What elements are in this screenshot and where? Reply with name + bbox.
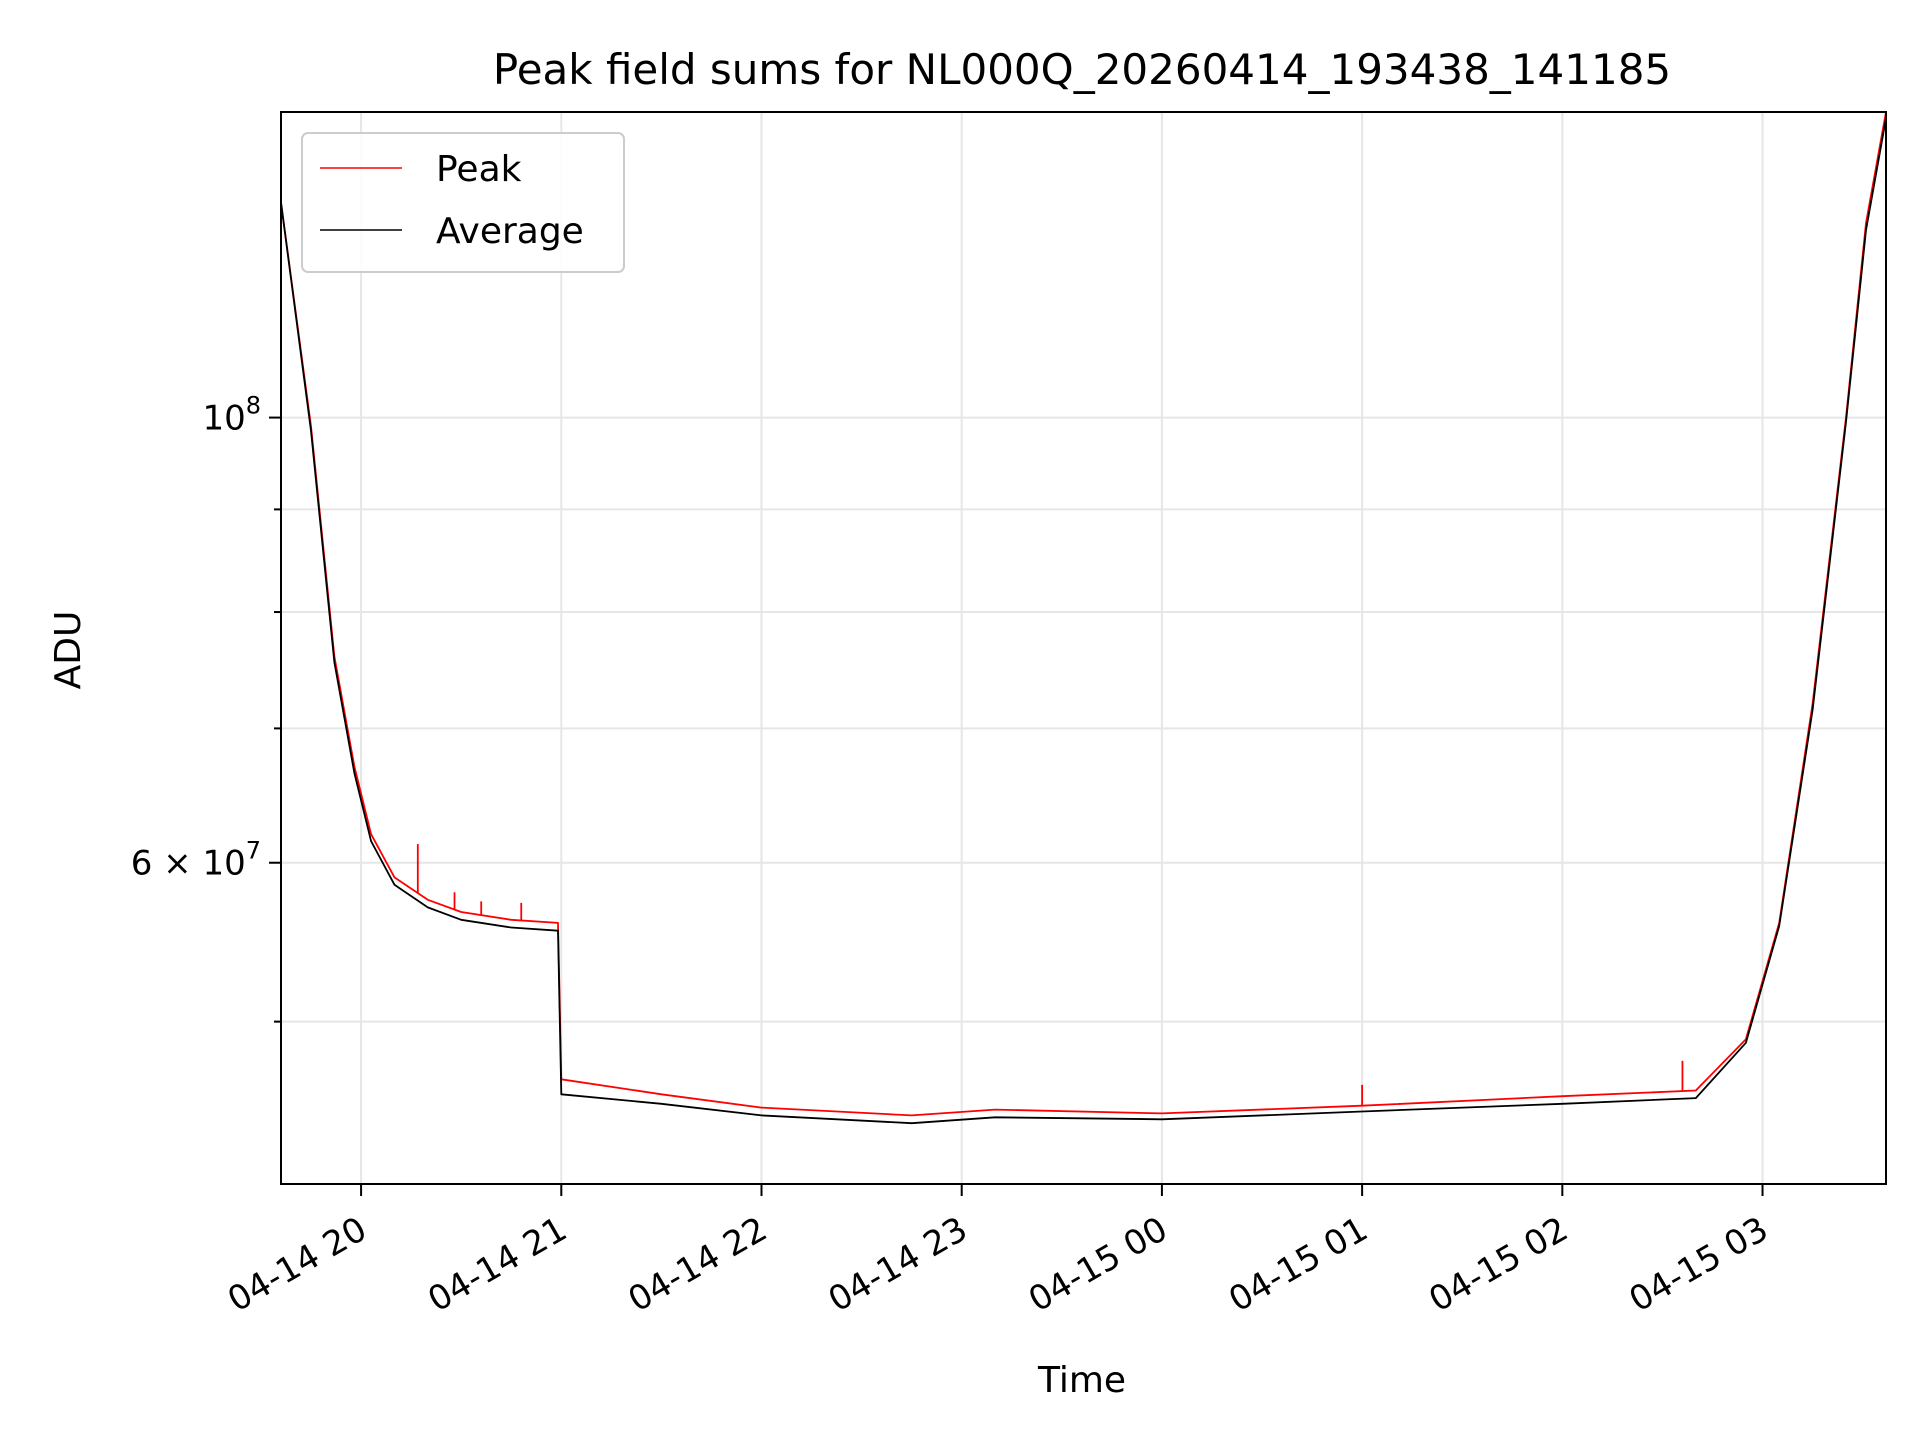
y-tick-label: 108	[202, 392, 261, 439]
y-tick-label: 6 × 107	[131, 837, 261, 884]
legend-peak-label: Peak	[436, 149, 522, 190]
legend-average-label: Average	[436, 211, 584, 252]
chart-title: Peak field sums for NL000Q_20260414_1934…	[493, 45, 1671, 94]
plot-background	[281, 112, 1886, 1184]
series-layer	[280, 111, 1887, 1125]
series-line	[280, 118, 1887, 1125]
y-axis: 108 6 × 107	[131, 392, 281, 1023]
plot-frame	[280, 111, 1887, 1185]
x-axis-label: Time	[1037, 1360, 1126, 1401]
plot-area	[280, 111, 1887, 1185]
y-axis-label: ADU	[48, 611, 89, 690]
grid	[281, 112, 1886, 1184]
series-average	[280, 118, 1887, 1125]
legend: Peak Average	[301, 132, 625, 273]
